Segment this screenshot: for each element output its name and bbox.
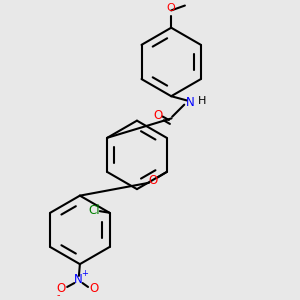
Text: +: +: [81, 269, 88, 278]
Text: O: O: [89, 282, 98, 296]
Text: O: O: [57, 282, 66, 296]
Text: N: N: [74, 273, 82, 286]
Text: -: -: [57, 290, 60, 300]
Text: Cl: Cl: [88, 204, 100, 217]
Text: O: O: [154, 109, 163, 122]
Text: N: N: [186, 96, 194, 109]
Text: H: H: [198, 96, 207, 106]
Text: O: O: [167, 3, 176, 14]
Text: O: O: [148, 174, 158, 187]
